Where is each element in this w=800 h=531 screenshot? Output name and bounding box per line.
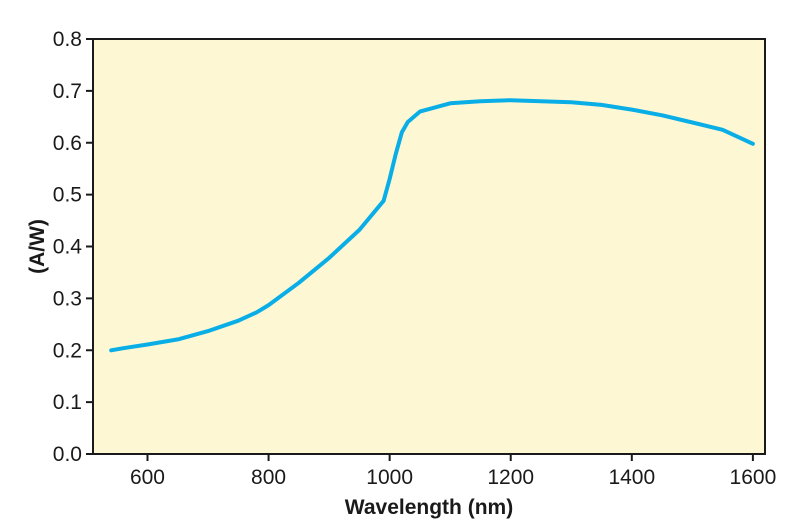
x-tick-label: 600 — [130, 466, 165, 489]
x-tick-label: 1400 — [608, 466, 655, 489]
y-tick-label: 0.6 — [53, 132, 82, 155]
y-tick-label: 0.3 — [53, 287, 82, 310]
y-tick-label: 0.2 — [53, 339, 82, 362]
series-line-responsivity — [109, 98, 755, 353]
y-tick-label: 0.4 — [53, 236, 83, 259]
plot-frame — [92, 38, 766, 455]
x-axis-title: Wavelength (nm) — [345, 496, 513, 519]
x-axis: 600 800 1000 1200 1400 1600 — [130, 454, 776, 489]
y-tick-label: 0.1 — [53, 391, 82, 414]
y-tick-label: 0.8 — [53, 28, 82, 51]
y-axis-title: (A/W) — [26, 219, 49, 274]
x-tick-label: 1600 — [730, 466, 777, 489]
y-axis: 0.0 0.1 0.2 0.3 0.4 0.5 0.6 0.7 0.8 — [53, 28, 93, 466]
y-tick-label: 0.7 — [53, 80, 82, 103]
y-tick-label: 0.0 — [53, 443, 82, 466]
x-tick-label: 800 — [251, 466, 286, 489]
x-tick-label: 1200 — [487, 466, 534, 489]
x-tick-label: 1000 — [366, 466, 413, 489]
y-tick-label: 0.5 — [53, 184, 82, 207]
plot-background — [93, 39, 765, 454]
